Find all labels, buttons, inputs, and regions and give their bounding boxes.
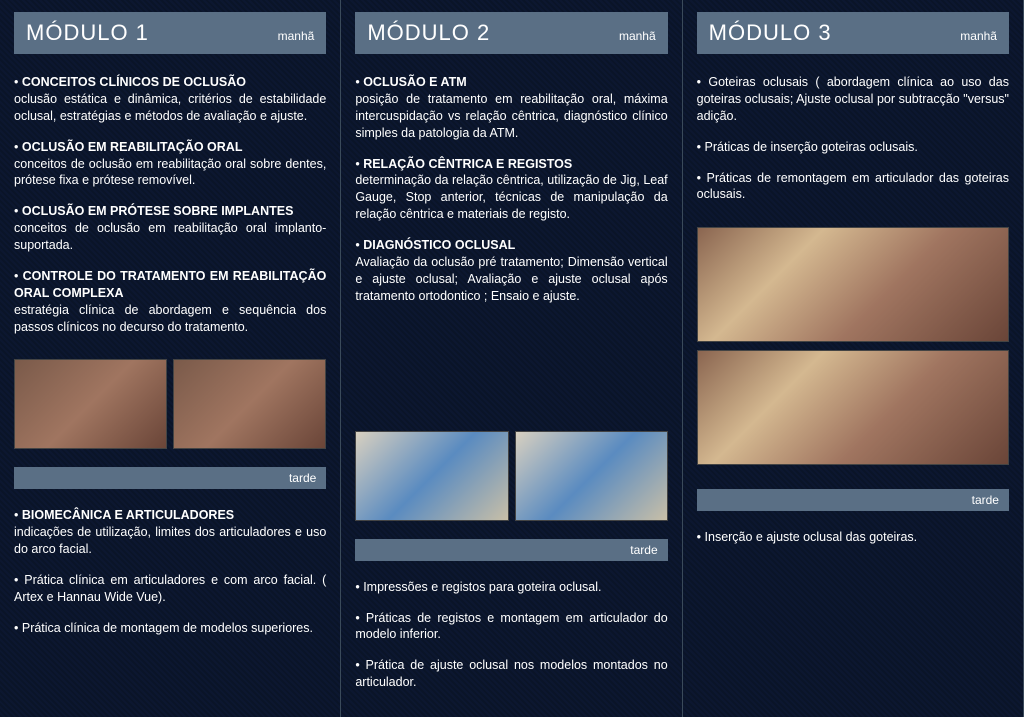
afternoon-header: tarde — [697, 489, 1009, 511]
module-header: MÓDULO 3 manhã — [697, 12, 1009, 54]
dental-photo — [697, 350, 1009, 465]
dental-cast-image — [515, 431, 668, 521]
module-title: MÓDULO 2 — [367, 20, 490, 46]
image-row — [14, 359, 326, 449]
block-body: conceitos de oclusão em reabilitação ora… — [14, 221, 326, 252]
block-heading: CONTROLE DO TRATAMENTO EM REABILITAÇÃO O… — [14, 269, 326, 300]
module-header: MÓDULO 1 manhã — [14, 12, 326, 54]
module-time-label: manhã — [278, 29, 315, 43]
bullet-item: • Goteiras oclusais ( abordagem clínica … — [697, 74, 1009, 125]
bullet-item: • Práticas de remontagem em articulador … — [697, 170, 1009, 204]
block-body: estratégia clínica de abordagem e sequên… — [14, 303, 326, 334]
block-heading: OCLUSÃO E ATM — [363, 75, 466, 89]
content-block: • OCLUSÃO EM REABILITAÇÃO ORALconceitos … — [14, 139, 326, 190]
dental-photo — [697, 227, 1009, 342]
module-time-label: manhã — [619, 29, 656, 43]
bullet-item: • Inserção e ajuste oclusal das goteiras… — [697, 529, 1009, 546]
block-body: determinação da relação cêntrica, utiliz… — [355, 173, 667, 221]
module-header: MÓDULO 2 manhã — [355, 12, 667, 54]
content-block: • RELAÇÃO CÊNTRICA E REGISTOSdeterminaçã… — [355, 156, 667, 224]
block-heading: OCLUSÃO EM REABILITAÇÃO ORAL — [22, 140, 243, 154]
block-body: posição de tratamento em reabilitação or… — [355, 92, 667, 140]
block-heading: CONCEITOS CLÍNICOS DE OCLUSÃO — [22, 75, 246, 89]
module-title: MÓDULO 1 — [26, 20, 149, 46]
content-block: • DIAGNÓSTICO OCLUSALAvaliação da oclusã… — [355, 237, 667, 305]
bullet-item: • Prática de ajuste oclusal nos modelos … — [355, 657, 667, 691]
content-block: • CONTROLE DO TRATAMENTO EM REABILITAÇÃO… — [14, 268, 326, 336]
block-body: Avaliação da oclusão pré tratamento; Dim… — [355, 255, 667, 303]
bullet-item: • Práticas de inserção goteiras oclusais… — [697, 139, 1009, 156]
block-heading: OCLUSÃO EM PRÓTESE SOBRE IMPLANTES — [22, 204, 294, 218]
module-time-label: manhã — [960, 29, 997, 43]
afternoon-header: tarde — [355, 539, 667, 561]
block-body: conceitos de oclusão em reabilitação ora… — [14, 157, 326, 188]
block-heading: RELAÇÃO CÊNTRICA E REGISTOS — [363, 157, 572, 171]
block-body: indicações de utilização, limites dos ar… — [14, 525, 326, 556]
image-stack — [697, 227, 1009, 465]
block-heading: DIAGNÓSTICO OCLUSAL — [363, 238, 515, 252]
clinical-image — [14, 359, 167, 449]
bullet-item: • Impressões e registos para goteira ocl… — [355, 579, 667, 596]
module-column-1: MÓDULO 1 manhã • CONCEITOS CLÍNICOS DE O… — [0, 0, 341, 717]
clinical-image — [173, 359, 326, 449]
afternoon-header: tarde — [14, 467, 326, 489]
content-block: • OCLUSÃO E ATMposição de tratamento em … — [355, 74, 667, 142]
bullet-item: • Prática clínica em articuladores e com… — [14, 572, 326, 606]
content-block: • OCLUSÃO EM PRÓTESE SOBRE IMPLANTESconc… — [14, 203, 326, 254]
content-block: • CONCEITOS CLÍNICOS DE OCLUSÃOoclusão e… — [14, 74, 326, 125]
module-title: MÓDULO 3 — [709, 20, 832, 46]
module-column-3: MÓDULO 3 manhã • Goteiras oclusais ( abo… — [683, 0, 1024, 717]
block-heading: BIOMECÂNICA E ARTICULADORES — [22, 508, 234, 522]
module-column-2: MÓDULO 2 manhã • OCLUSÃO E ATMposição de… — [341, 0, 682, 717]
block-body: oclusão estática e dinâmica, critérios d… — [14, 92, 326, 123]
bullet-item: • Prática clínica de montagem de modelos… — [14, 620, 326, 637]
content-block: • BIOMECÂNICA E ARTICULADORESindicações … — [14, 507, 326, 558]
image-row — [355, 431, 667, 521]
bullet-item: • Práticas de registos e montagem em art… — [355, 610, 667, 644]
dental-cast-image — [355, 431, 508, 521]
